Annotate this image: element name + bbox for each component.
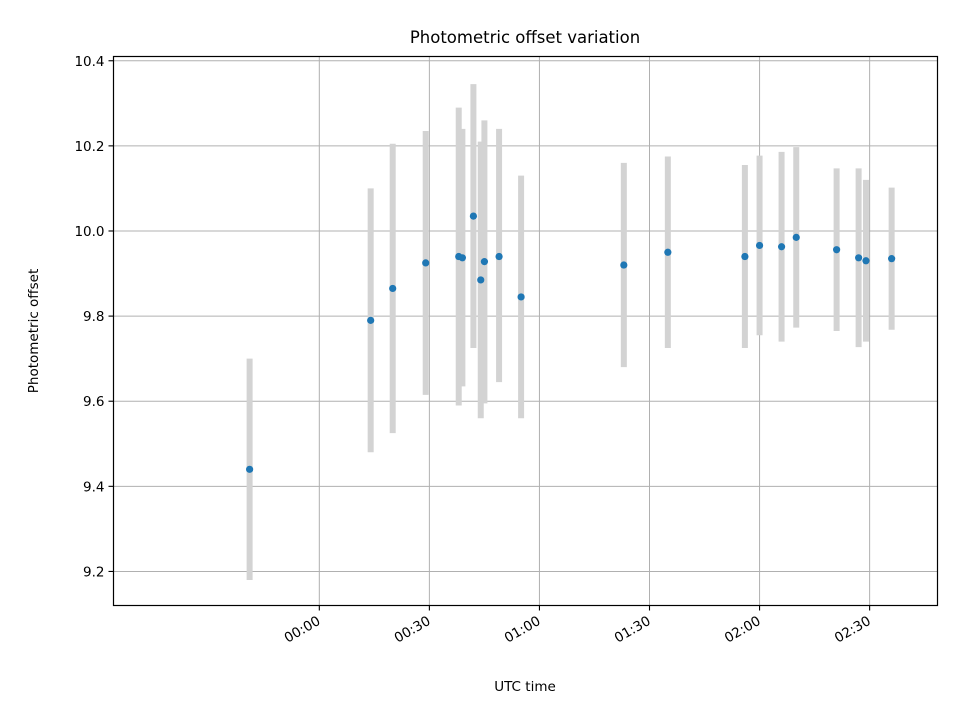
- data-point: [833, 246, 841, 254]
- data-point: [777, 243, 786, 251]
- x-tick-label: 02:00: [722, 613, 764, 646]
- y-tick-label: 9.8: [83, 309, 104, 325]
- data-point: [888, 255, 896, 263]
- error-bars: [246, 84, 895, 580]
- y-tick-label: 9.2: [83, 564, 104, 580]
- y-tick-label: 10.2: [74, 139, 104, 155]
- data-point: [517, 293, 525, 301]
- x-tick-label: 02:30: [832, 613, 874, 646]
- data-point: [469, 212, 478, 220]
- data-point: [495, 252, 503, 261]
- data-point: [792, 233, 800, 241]
- data-point: [620, 261, 628, 269]
- chart-title: Photometric offset variation: [410, 28, 640, 47]
- data-point: [367, 316, 375, 324]
- x-tick-label: 00:00: [282, 613, 324, 646]
- data-point: [664, 248, 672, 256]
- y-tick-label: 10.0: [74, 224, 104, 240]
- data-point: [246, 465, 254, 473]
- x-tick-label: 00:30: [392, 613, 434, 646]
- data-point: [855, 254, 863, 262]
- data-points: [246, 212, 896, 473]
- data-point: [477, 276, 485, 284]
- data-point: [422, 259, 430, 267]
- x-tick-label: 01:00: [502, 613, 544, 646]
- data-point: [862, 257, 870, 265]
- data-point: [389, 284, 397, 293]
- x-tick-label: 01:30: [612, 613, 654, 646]
- data-point: [480, 258, 489, 266]
- x-axis-label: UTC time: [494, 679, 556, 695]
- grid: [113, 56, 938, 606]
- plot-frame: [112, 55, 939, 607]
- y-tick-label: 9.4: [83, 479, 104, 495]
- y-axis-label: Photometric offset: [26, 269, 42, 393]
- y-tick-label: 10.4: [74, 54, 104, 70]
- data-point: [458, 254, 466, 262]
- data-point: [741, 252, 749, 261]
- y-tick-label: 9.6: [83, 394, 104, 410]
- data-point: [755, 241, 764, 250]
